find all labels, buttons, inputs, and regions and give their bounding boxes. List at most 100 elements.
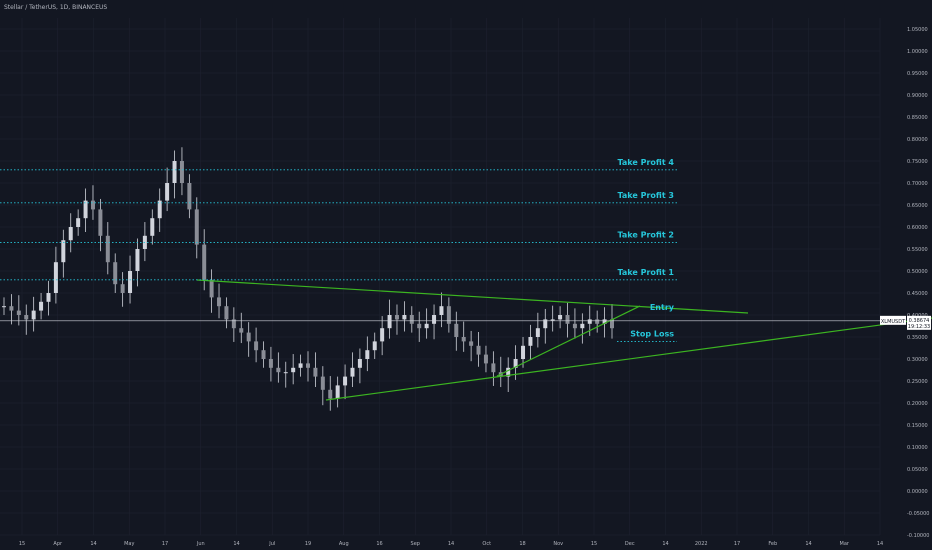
y-tick-label: 0.70000 — [907, 181, 928, 187]
candle-body — [83, 200, 88, 219]
candle-body — [68, 227, 73, 241]
candle-body — [535, 328, 540, 337]
level-label: Stop Loss — [630, 329, 674, 338]
candle-body — [172, 161, 177, 183]
candle-body — [90, 200, 95, 210]
candle-body — [313, 367, 318, 377]
candle-body — [105, 235, 110, 263]
candle-body — [454, 323, 459, 337]
x-tick-label: 16 — [376, 541, 382, 547]
candle-body — [120, 284, 125, 293]
candle-body — [194, 209, 199, 245]
y-tick-label: 0.15000 — [907, 423, 928, 429]
y-tick-label: 0.25000 — [907, 379, 928, 385]
candle-body — [335, 385, 340, 399]
candle-body — [306, 363, 310, 368]
candle-body — [476, 345, 481, 355]
candles — [2, 147, 614, 411]
candle-body — [343, 376, 348, 386]
y-tick-label: 0.05000 — [907, 467, 928, 473]
x-tick-label: 19 — [305, 541, 311, 547]
candle-body — [179, 161, 184, 183]
target-levels: Take Profit 4 Take Profit 3 Take Profit 2 T… — [0, 158, 677, 342]
x-tick-label: 17 — [734, 541, 740, 547]
y-tick-label: 0.35000 — [907, 335, 928, 341]
x-tick-label: 14 — [448, 541, 454, 547]
candle-body — [394, 315, 399, 320]
candle-body — [61, 240, 66, 263]
candle-body — [268, 359, 273, 368]
candle-body — [446, 306, 451, 324]
candle-body — [98, 209, 103, 236]
level-label: Entry — [650, 303, 675, 312]
candle-body — [580, 323, 585, 329]
level-label: Take Profit 4 — [617, 158, 674, 167]
candle-body — [439, 306, 444, 315]
candle-body — [187, 183, 192, 210]
x-tick-label: 14 — [805, 541, 811, 547]
candle-body — [469, 341, 474, 346]
x-tick-label: Nov — [553, 541, 563, 547]
y-tick-label: -0.10000 — [907, 533, 929, 539]
x-tick-label: 15 — [19, 541, 25, 547]
candle-body — [16, 310, 21, 315]
symbol-tag: XLMUSDT — [881, 319, 906, 325]
candle-body — [128, 271, 133, 293]
candle-body — [610, 319, 614, 329]
candle-body — [506, 367, 511, 377]
x-tick-label: 17 — [162, 541, 168, 547]
y-tick-label: 0.85000 — [907, 115, 928, 121]
price-tag-box — [907, 315, 931, 330]
y-tick-label: 0.55000 — [907, 247, 928, 253]
trendlines — [196, 279, 932, 401]
candle-body — [380, 328, 385, 342]
candle-body — [543, 319, 548, 329]
candle-body — [595, 319, 600, 324]
candle-body — [558, 315, 563, 320]
candle-body — [387, 315, 392, 329]
candle-body — [113, 262, 118, 285]
candle-body — [157, 200, 162, 219]
candle-body — [550, 319, 555, 321]
candle-body — [357, 359, 362, 368]
x-tick-label: Apr — [53, 541, 63, 547]
candle-body — [261, 350, 266, 359]
candle-body — [328, 389, 333, 399]
y-tick-label: 0.30000 — [907, 357, 928, 363]
candle-body — [76, 218, 81, 227]
candle-body — [31, 310, 36, 320]
candle-body — [283, 372, 288, 374]
candle-body — [39, 301, 44, 311]
candle-body — [209, 279, 214, 298]
x-tick-label: Jul — [268, 541, 275, 547]
candle-body — [2, 306, 6, 308]
candle-body — [224, 306, 229, 320]
candle-body — [528, 337, 533, 346]
candle-body — [165, 183, 170, 201]
candle-body — [432, 315, 437, 324]
short-support-line — [496, 305, 641, 377]
time-axis: 15 Apr 14 May 17 Jun 14 Jul 19 Aug 16 Sep 14 Oct 18 Nov… — [19, 541, 883, 547]
y-tick-label: 0.80000 — [907, 137, 928, 143]
candle-body — [372, 341, 377, 351]
candle-body — [231, 319, 236, 329]
candle-body — [24, 315, 29, 320]
candle-body — [491, 363, 496, 373]
x-tick-label: May — [124, 541, 134, 547]
symbol-tag-box — [880, 315, 906, 325]
x-tick-label: Oct — [482, 541, 491, 547]
level-label: Take Profit 1 — [617, 268, 674, 277]
candle-body — [217, 297, 222, 307]
x-tick-label: 14 — [90, 541, 96, 547]
candle-body — [9, 306, 14, 311]
price-tag-value: 0.38674 — [909, 318, 930, 324]
candle-body — [46, 293, 51, 302]
candle-body — [424, 323, 429, 329]
candle-body — [254, 341, 259, 351]
candle-body — [150, 218, 155, 236]
resistance-line — [196, 279, 749, 314]
price-axis: 1.05000 1.00000 0.95000 0.90000 0.85000 0.800… — [907, 27, 929, 539]
y-tick-label: 0.20000 — [907, 401, 928, 407]
candle-body — [246, 332, 251, 342]
